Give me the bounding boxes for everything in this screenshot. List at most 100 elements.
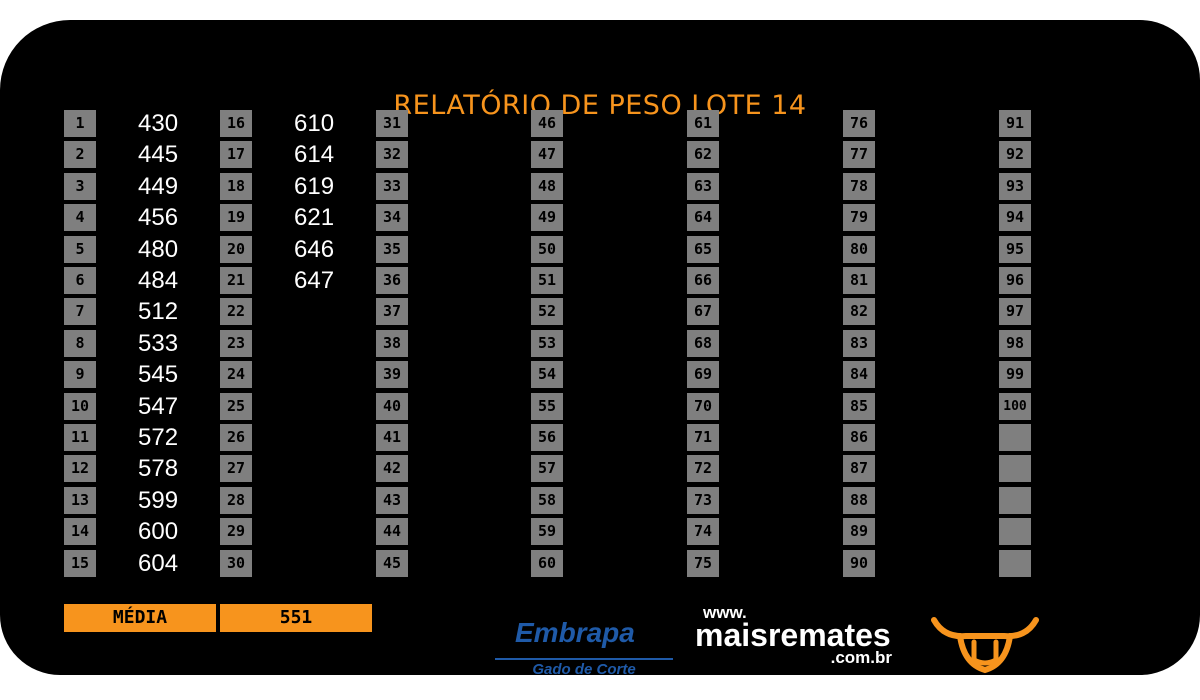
lot-number: 86 [843, 424, 875, 451]
lot-number: 91 [999, 110, 1031, 137]
lot-number: 69 [687, 361, 719, 389]
lot-number: 18 [220, 172, 252, 200]
embrapa-logo: Embrapa Gado de Corte [495, 617, 673, 683]
lot-number: 94 [999, 204, 1031, 232]
lot-number: 25 [220, 392, 252, 420]
maisremates-www: www. [703, 603, 747, 622]
lot-number: 60 [531, 549, 563, 577]
lot-number: 32 [376, 141, 408, 169]
bull-head-icon [931, 617, 1039, 674]
lot-number: 99 [999, 361, 1031, 389]
lot-number: 49 [531, 204, 563, 232]
lot-weight: 545 [138, 361, 179, 389]
lot-number: 2 [64, 141, 96, 169]
lot-number [999, 518, 1031, 546]
lot-number: 46 [531, 110, 563, 137]
lot-weight: 445 [138, 141, 179, 169]
lot-weight: 599 [138, 486, 179, 514]
lot-number: 76 [843, 110, 875, 137]
lot-number: 84 [843, 361, 875, 389]
lot-number: 96 [999, 267, 1031, 294]
lot-number: 42 [376, 455, 408, 483]
lot-number: 71 [687, 424, 719, 451]
lot-number: 34 [376, 204, 408, 232]
lot-number: 43 [376, 486, 408, 514]
lot-weight: 619 [294, 172, 335, 200]
lot-number: 92 [999, 141, 1031, 169]
lot-number: 54 [531, 361, 563, 389]
lot-number: 93 [999, 172, 1031, 200]
lot-number: 88 [843, 486, 875, 514]
lot-number: 1 [64, 110, 96, 137]
lot-number [999, 486, 1031, 514]
lot-number: 23 [220, 329, 252, 357]
lot-weight: 614 [294, 141, 335, 169]
lot-weight: 480 [138, 235, 179, 263]
lot-weight: 610 [294, 110, 335, 137]
lot-number: 78 [843, 172, 875, 200]
lot-number: 59 [531, 518, 563, 546]
lot-number: 100 [999, 392, 1031, 420]
lot-weight: 430 [138, 110, 179, 137]
lot-number: 8 [64, 329, 96, 357]
lot-number: 19 [220, 204, 252, 232]
lot-number: 83 [843, 329, 875, 357]
lot-number [999, 424, 1031, 451]
maisremates-logo: www. maisremates .com.br [695, 603, 910, 673]
lot-number: 56 [531, 424, 563, 451]
lot-number: 64 [687, 204, 719, 232]
lot-number: 9 [64, 361, 96, 389]
lot-number: 39 [376, 361, 408, 389]
lot-number: 21 [220, 267, 252, 294]
lot-number: 80 [843, 235, 875, 263]
lot-number: 81 [843, 267, 875, 294]
lot-number: 57 [531, 455, 563, 483]
lot-number: 62 [687, 141, 719, 169]
lot-number: 74 [687, 518, 719, 546]
lot-number: 15 [64, 549, 96, 577]
lot-weight: 533 [138, 329, 179, 357]
lot-number: 44 [376, 518, 408, 546]
lot-number: 28 [220, 486, 252, 514]
lot-number: 66 [687, 267, 719, 294]
lot-number: 58 [531, 486, 563, 514]
average-label: MÉDIA [64, 604, 216, 632]
lot-weight: 646 [294, 235, 335, 263]
lot-number: 50 [531, 235, 563, 263]
lot-number: 33 [376, 172, 408, 200]
lot-number: 31 [376, 110, 408, 137]
lot-number: 61 [687, 110, 719, 137]
lot-number: 7 [64, 298, 96, 326]
lot-weight: 572 [138, 424, 179, 451]
lot-number: 70 [687, 392, 719, 420]
lot-number: 53 [531, 329, 563, 357]
lot-number: 38 [376, 329, 408, 357]
lot-number [999, 455, 1031, 483]
lot-number: 89 [843, 518, 875, 546]
lot-number [999, 549, 1031, 577]
embrapa-underline [495, 658, 673, 660]
lot-number: 14 [64, 518, 96, 546]
lot-number: 97 [999, 298, 1031, 326]
lot-number: 48 [531, 172, 563, 200]
lot-number: 4 [64, 204, 96, 232]
lot-number: 67 [687, 298, 719, 326]
lot-weight: 647 [294, 267, 335, 294]
lot-weight: 621 [294, 204, 335, 232]
lot-number: 82 [843, 298, 875, 326]
lot-number: 35 [376, 235, 408, 263]
lot-number: 16 [220, 110, 252, 137]
maisremates-domain: .com.br [830, 648, 892, 667]
lot-number: 51 [531, 267, 563, 294]
lot-number: 29 [220, 518, 252, 546]
lot-weight: 604 [138, 549, 179, 577]
lot-number: 47 [531, 141, 563, 169]
lot-number: 36 [376, 267, 408, 294]
lot-number: 11 [64, 424, 96, 451]
lot-weight: 547 [138, 392, 179, 420]
lot-number: 27 [220, 455, 252, 483]
lot-number: 52 [531, 298, 563, 326]
lot-number: 41 [376, 424, 408, 451]
lot-number: 72 [687, 455, 719, 483]
lot-number: 22 [220, 298, 252, 326]
